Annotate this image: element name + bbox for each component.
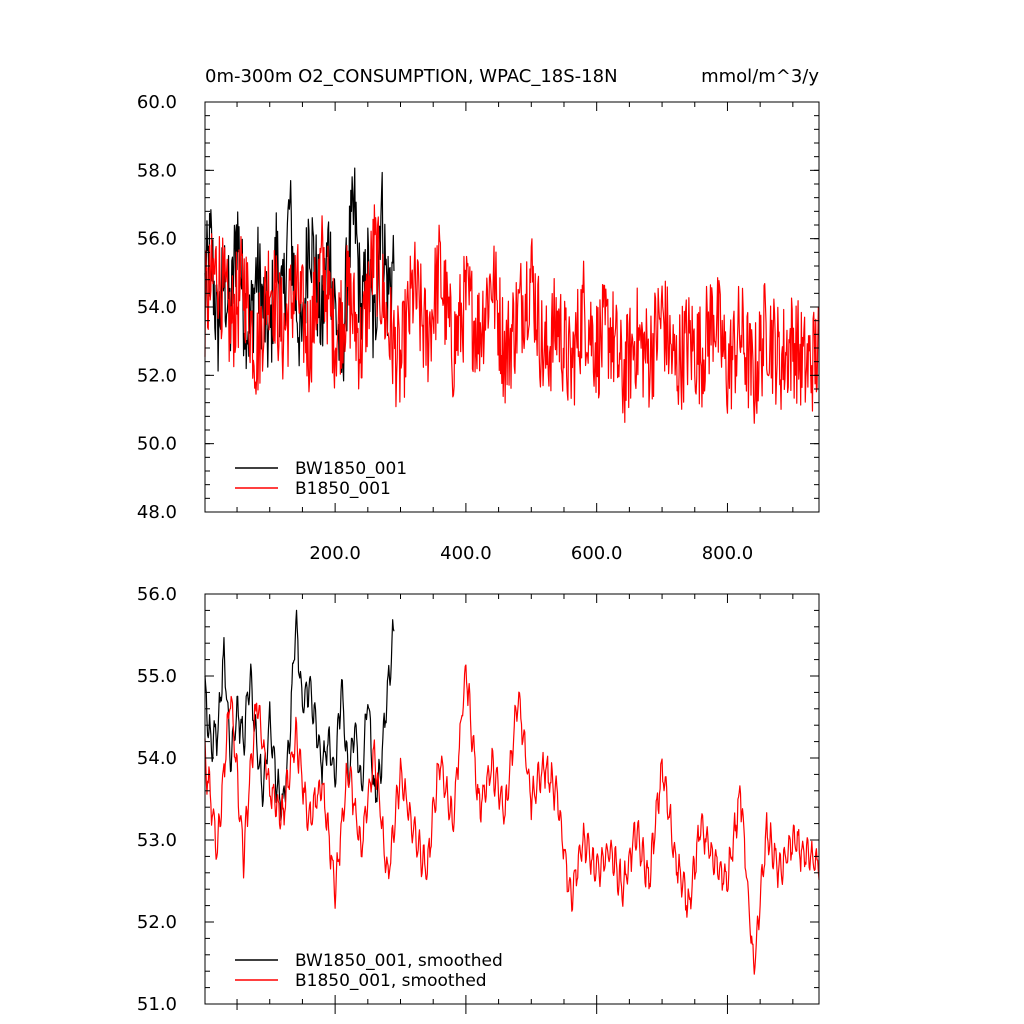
legend-label: B1850_001 [295,479,391,499]
chart-units: mmol/m^3/y [701,66,819,87]
legend-label: BW1850_001 [295,459,407,479]
y-tick-label: 52.0 [137,365,177,386]
series-line-1 [204,167,395,382]
x-tick-label: 200.0 [309,543,361,564]
y-tick-label: 54.0 [137,297,177,318]
legend-label: BW1850_001, smoothed [295,951,503,971]
y-tick-label: 60.0 [137,92,177,113]
y-tick-label: 52.0 [137,912,177,933]
y-tick-label: 56.0 [137,229,177,250]
y-tick-label: 55.0 [137,666,177,687]
x-tick-label: 400.0 [440,543,492,564]
y-tick-label: 53.0 [137,830,177,851]
chart-panel-1: 48.0 50.0 52.0 54.0 56.0 58.0 60.0 200.0 400.0 60… [137,66,820,564]
plot-frame [204,101,820,513]
y-tick-label: 51.0 [137,994,177,1015]
y-tick-label: 50.0 [137,434,177,455]
legend-label: B1850_001, smoothed [295,971,487,991]
x-tick-label: 600.0 [571,543,623,564]
x-tick-label: 800.0 [702,543,754,564]
series-line-2 [204,664,820,975]
series-line-1 [204,609,395,822]
y-tick-label: 58.0 [137,160,177,181]
chart-panel-2: 51.0 52.0 53.0 54.0 55.0 56.0 BW1850_001, smoo… [137,584,820,1015]
series-line-2 [204,204,820,424]
y-tick-label: 54.0 [137,748,177,769]
plot-frame [204,593,820,1005]
y-tick-label: 48.0 [137,502,177,523]
chart-title: 0m-300m O2_CONSUMPTION, WPAC_18S-18N [205,66,618,87]
y-tick-label: 56.0 [137,584,177,605]
